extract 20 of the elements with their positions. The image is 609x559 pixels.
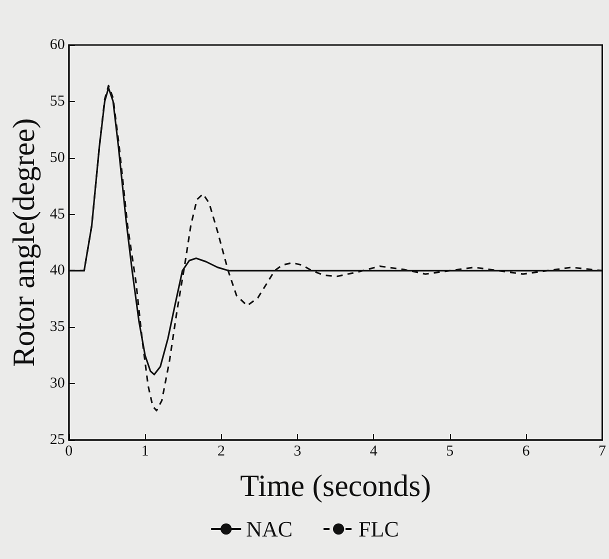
x-tick-label: 3 [294,444,302,460]
x-tick-label: 7 [598,444,606,460]
x-tick-label: 6 [522,444,530,460]
y-axis-title: Rotor angle(degree) [6,118,41,367]
x-axis-title: Time (seconds) [240,468,432,503]
legend-label: NAC [246,516,293,542]
x-tick-label: 1 [141,444,149,460]
y-tick-label: 45 [50,206,65,222]
y-tick-label: 55 [50,93,65,110]
y-tick-label: 25 [50,432,65,448]
legend-label: FLC [358,516,399,542]
x-tick-label: 2 [218,444,226,460]
x-tick-label: 0 [65,444,73,460]
y-tick-label: 50 [50,150,65,166]
x-tick-label: 5 [446,444,454,460]
y-tick-label: 35 [50,319,65,336]
y-tick-label: 40 [50,262,65,279]
x-tick-label: 4 [370,444,378,460]
y-tick-label: 60 [50,37,65,53]
y-tick-label: 30 [50,376,65,392]
